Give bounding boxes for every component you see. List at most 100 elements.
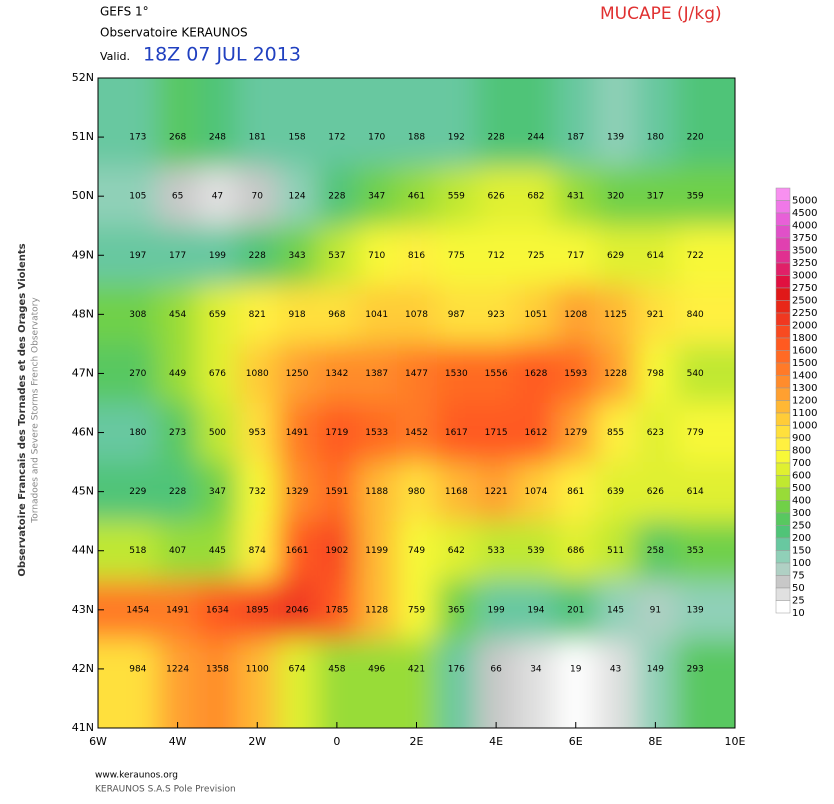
- grid-value: 268: [169, 133, 186, 143]
- grid-value: 533: [488, 546, 505, 556]
- field-cell: [237, 403, 278, 463]
- legend-label: 50: [792, 583, 805, 594]
- field-cell: [675, 166, 735, 226]
- field-cell: [555, 639, 596, 728]
- field-cell: [396, 343, 437, 403]
- legend-swatch: [775, 387, 791, 401]
- grid-value: 180: [129, 428, 146, 438]
- grid-value: 775: [448, 251, 465, 261]
- field-cell: [635, 225, 676, 285]
- grid-value: 639: [607, 487, 624, 497]
- legend-swatch: [775, 462, 791, 476]
- legend-label: 3000: [792, 271, 817, 282]
- grid-value: 66: [490, 664, 502, 674]
- grid-value: 1221: [485, 487, 508, 497]
- field-cell: [555, 166, 596, 226]
- field-cell: [356, 78, 397, 167]
- field-cell: [436, 521, 477, 581]
- field-cell: [396, 639, 437, 728]
- field-cell: [516, 462, 556, 522]
- grid-value: 642: [448, 546, 465, 556]
- grid-value: 1100: [246, 664, 269, 674]
- legend-label: 400: [792, 496, 811, 507]
- grid-value: 220: [687, 133, 704, 143]
- lon-label: 10E: [725, 735, 746, 748]
- legend-swatch: [775, 587, 791, 601]
- grid-value: 1080: [246, 369, 269, 379]
- field-cell: [356, 580, 397, 640]
- grid-value: 228: [249, 251, 266, 261]
- field-cell: [476, 403, 517, 463]
- grid-value: 861: [567, 487, 584, 497]
- legend-swatch: [775, 275, 791, 289]
- grid-value: 496: [368, 664, 385, 674]
- legend-swatch: [775, 537, 791, 551]
- grid-value: 1617: [445, 428, 468, 438]
- grid-value: 980: [408, 487, 425, 497]
- grid-value: 34: [530, 664, 542, 674]
- legend-swatch: [775, 575, 791, 589]
- grid-value: 1591: [325, 487, 348, 497]
- grid-value: 712: [488, 251, 505, 261]
- field-cell: [675, 462, 735, 522]
- field-cell: [595, 343, 636, 403]
- grid-value: 139: [607, 133, 624, 143]
- field-cell: [396, 78, 437, 167]
- field-cell: [157, 521, 198, 581]
- field-cell: [675, 403, 735, 463]
- lon-label: 0: [333, 735, 340, 748]
- grid-value: 199: [209, 251, 226, 261]
- grid-value: 953: [249, 428, 266, 438]
- grid-value: 1128: [365, 605, 388, 615]
- field-cell: [197, 78, 238, 167]
- field-cell: [436, 639, 477, 728]
- field-cell: [157, 639, 198, 728]
- field-cell: [635, 462, 676, 522]
- grid-value: 1208: [564, 310, 587, 320]
- grid-value: 187: [567, 133, 584, 143]
- field-cell: [476, 580, 517, 640]
- grid-value: 1125: [604, 310, 627, 320]
- grid-value: 1634: [206, 605, 229, 615]
- grid-value: 1785: [325, 605, 348, 615]
- footer: www.keraunos.org: [95, 771, 178, 781]
- grid-value: 1358: [206, 664, 229, 674]
- lat-label: 48N: [72, 307, 94, 320]
- lon-label: 6E: [569, 735, 583, 748]
- grid-value: 511: [607, 546, 624, 556]
- grid-value: 1454: [126, 605, 149, 615]
- legend-label: 1200: [792, 396, 817, 407]
- legend-label: 3250: [792, 258, 817, 269]
- field-cell: [98, 284, 158, 344]
- legend-label: 600: [792, 471, 811, 482]
- grid-value: 421: [408, 664, 425, 674]
- grid-value: 968: [328, 310, 345, 320]
- grid-value: 798: [647, 369, 664, 379]
- field-cell: [237, 580, 278, 640]
- field-cell: [157, 78, 198, 167]
- grid-value: 149: [647, 664, 664, 674]
- footer: KERAUNOS S.A.S Pole Prevision: [95, 785, 236, 795]
- field-cell: [157, 462, 198, 522]
- grid-value: 158: [288, 133, 305, 143]
- grid-value: 1342: [325, 369, 348, 379]
- legend-label: 2750: [792, 283, 817, 294]
- field-cell: [98, 462, 158, 522]
- field-cell: [277, 166, 317, 226]
- grid-value: 1533: [365, 428, 388, 438]
- field-cell: [237, 284, 278, 344]
- grid-value: 177: [169, 251, 186, 261]
- grid-value: 293: [687, 664, 704, 674]
- grid-value: 537: [328, 251, 345, 261]
- field-cell: [555, 521, 596, 581]
- grid-value: 1719: [325, 428, 348, 438]
- field-cell: [197, 225, 238, 285]
- parameter: MUCAPE (J/kg): [600, 4, 722, 24]
- grid-value: 732: [249, 487, 266, 497]
- legend-label: 100: [792, 558, 811, 569]
- field-cell: [555, 284, 596, 344]
- field-cell: [98, 343, 158, 403]
- field-cell: [555, 78, 596, 167]
- grid-value: 192: [448, 133, 465, 143]
- grid-value: 1661: [286, 546, 309, 556]
